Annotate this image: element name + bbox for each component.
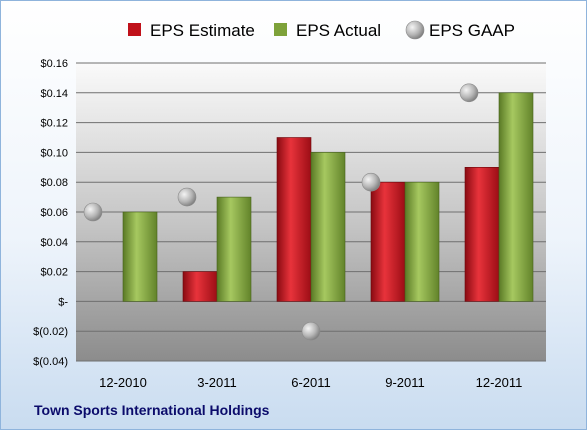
y-tick-label: $0.06: [40, 207, 68, 219]
legend: EPS Estimate EPS Actual EPS GAAP: [128, 20, 515, 40]
y-tick-label: $0.02: [40, 267, 68, 279]
x-tick-label: 6-2011: [291, 375, 331, 390]
y-axis: $(0.04) $(0.02) $- $0.02 $0.04 $0.06 $0.08 $0.1…: [33, 58, 68, 368]
eps-actual-bar: [404, 181, 440, 302]
x-tick-label: 9-2011: [385, 375, 425, 390]
y-tick-label: $(0.02): [33, 326, 68, 338]
y-tick-label: $0.12: [40, 118, 68, 130]
bars: [122, 92, 534, 302]
legend-marker: [128, 23, 141, 36]
legend-marker: [274, 23, 287, 36]
eps-actual-bar: [310, 152, 346, 302]
y-tick-label: $0.08: [40, 177, 68, 189]
x-tick-label: 3-2011: [197, 375, 237, 390]
y-tick-label: $0.10: [40, 147, 68, 159]
legend-label: EPS Estimate: [150, 21, 255, 40]
company-name: Town Sports International Holdings: [34, 402, 270, 418]
y-tick-label: $0.04: [40, 237, 68, 249]
x-tick-label: 12-2011: [476, 375, 523, 390]
eps-estimate-bar: [370, 181, 406, 302]
legend-label: EPS GAAP: [429, 21, 515, 40]
eps-gaap-point: [361, 172, 381, 192]
eps-estimate-bar: [464, 167, 500, 302]
y-tick-label: $(0.04): [33, 356, 68, 368]
legend-label: EPS Actual: [296, 21, 381, 40]
eps-actual-bar: [498, 92, 534, 302]
x-tick-label: 12-2010: [99, 375, 147, 390]
x-axis: 12-2010 3-2011 6-2011 9-2011 12-2011: [99, 375, 522, 390]
y-tick-label: $0.16: [40, 58, 68, 70]
y-tick-label: $-: [58, 296, 68, 308]
eps-actual-bar: [216, 196, 252, 302]
eps-gaap-point: [83, 202, 103, 222]
eps-estimate-bar: [276, 137, 312, 302]
eps-gaap-point: [177, 187, 197, 207]
gaap-points: [83, 83, 479, 341]
eps-estimate-bar: [182, 271, 218, 302]
y-tick-label: $0.14: [40, 88, 68, 100]
eps-gaap-point: [301, 321, 321, 341]
eps-gaap-point: [459, 83, 479, 103]
legend-gaap-marker: [405, 20, 425, 40]
eps-actual-bar: [122, 211, 158, 302]
